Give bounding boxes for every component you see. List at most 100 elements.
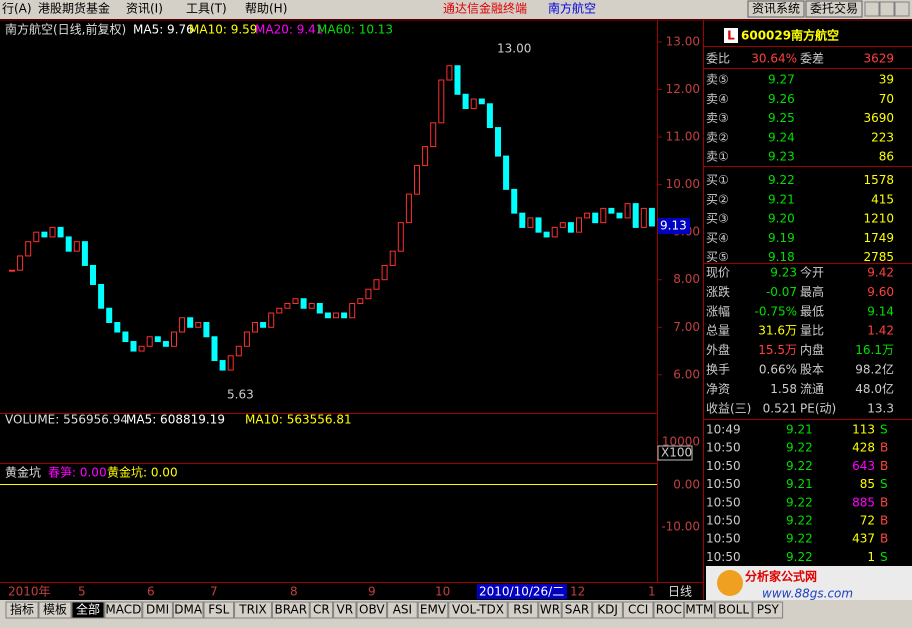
- tab[interactable]: [5, 601, 39, 619]
- candle: [41, 231, 48, 238]
- candle: [98, 283, 105, 309]
- tab[interactable]: [561, 601, 593, 619]
- tab[interactable]: [417, 601, 449, 619]
- stat-value: 15.5万: [758, 343, 797, 357]
- stat-label: 今开: [800, 265, 824, 280]
- stat-value: 0.66%: [759, 363, 797, 377]
- low-annotation: 5.63: [227, 388, 254, 402]
- candle: [252, 322, 258, 333]
- tab[interactable]: [203, 601, 235, 619]
- tab[interactable]: [71, 601, 105, 619]
- tab[interactable]: [333, 601, 357, 619]
- date-label: 6: [147, 585, 155, 599]
- tab-label: FSL: [208, 603, 229, 617]
- stat-label: 涨跌: [706, 284, 730, 299]
- book-volume: 3690: [863, 111, 894, 125]
- trade-volume: 85: [860, 477, 875, 491]
- candle: [503, 155, 510, 190]
- candle: [284, 302, 291, 309]
- tab[interactable]: [448, 601, 508, 619]
- menu-item[interactable]: 帮助(H): [245, 2, 287, 16]
- book-price: 9.25: [768, 111, 795, 125]
- tab[interactable]: [104, 601, 143, 619]
- candle: [17, 255, 24, 271]
- tab-label: 全部: [76, 602, 100, 617]
- candle: [73, 241, 80, 252]
- maximize-button[interactable]: [879, 1, 895, 17]
- candle: [511, 188, 518, 214]
- tab[interactable]: [234, 601, 272, 619]
- candle: [219, 360, 226, 371]
- date-label: 9: [368, 585, 376, 599]
- menu-button[interactable]: [805, 0, 863, 18]
- tab[interactable]: [271, 601, 310, 619]
- menu-item[interactable]: 资讯(I): [126, 2, 163, 16]
- tab[interactable]: [622, 601, 654, 619]
- tab[interactable]: [752, 601, 784, 619]
- tab[interactable]: [653, 601, 685, 619]
- candle: [535, 217, 542, 233]
- tab[interactable]: [172, 601, 204, 619]
- candle: [559, 222, 566, 228]
- book-volume: 415: [871, 192, 894, 206]
- tab[interactable]: [714, 601, 753, 619]
- frame: [0, 19, 912, 600]
- tab-label: EMV: [420, 603, 447, 617]
- date-label: 1: [648, 585, 656, 599]
- book-label: 卖②: [706, 130, 729, 144]
- tab[interactable]: [142, 601, 173, 619]
- badge-box: [724, 28, 738, 43]
- tab[interactable]: [592, 601, 623, 619]
- tab[interactable]: [38, 601, 72, 619]
- candle: [90, 264, 96, 285]
- candle: [405, 193, 412, 224]
- menu-item[interactable]: 行(A): [2, 2, 32, 16]
- date-label: 12: [570, 585, 585, 599]
- tab[interactable]: [356, 601, 388, 619]
- candle: [543, 231, 550, 238]
- tab-label: 模板: [43, 603, 67, 617]
- y-tick-label: 11.00: [666, 130, 700, 144]
- trade-volume: 72: [860, 514, 875, 528]
- volume-axis-label: 10000: [662, 435, 700, 449]
- stat-label: 最低: [800, 304, 824, 318]
- menu-item[interactable]: 工具(T): [186, 2, 227, 16]
- stat-value: 98.2亿: [855, 362, 894, 377]
- ma-label: MA60: 10.13: [317, 23, 393, 37]
- trade-volume: 113: [852, 423, 875, 437]
- candle: [640, 207, 647, 228]
- candle: [454, 65, 461, 95]
- candle: [389, 250, 396, 266]
- menu-item[interactable]: 港股期货基金: [38, 1, 110, 16]
- stat-value: 9.42: [867, 266, 894, 280]
- trade-time: 10:50: [706, 495, 741, 509]
- trade-price: 9.22: [786, 514, 813, 528]
- candle: [300, 298, 307, 309]
- ma-label: MA5: 9.76: [133, 23, 194, 37]
- minimize-button[interactable]: [864, 1, 880, 17]
- tab[interactable]: [538, 601, 562, 619]
- indicator-header: 黄金坑: 0.00: [107, 465, 178, 480]
- tab[interactable]: [507, 601, 539, 619]
- menu-bar: [0, 0, 912, 19]
- menu-button[interactable]: [747, 0, 805, 18]
- tab[interactable]: [387, 601, 418, 619]
- stat-value: -0.07: [766, 285, 797, 299]
- indicator-header: 春笋: 0.00: [48, 465, 107, 480]
- candle: [162, 341, 169, 347]
- tab[interactable]: [309, 601, 334, 619]
- close-button[interactable]: [894, 1, 910, 17]
- window-buttons: [864, 1, 910, 17]
- tab[interactable]: [684, 601, 715, 619]
- stat-label: 换手: [706, 363, 730, 377]
- candle: [430, 122, 437, 148]
- candle: [592, 212, 599, 224]
- candle: [357, 298, 364, 304]
- candle: [495, 127, 501, 157]
- tab-label: DMA: [174, 603, 203, 617]
- candle: [349, 302, 356, 319]
- volume-header: MA5: 608819.19: [126, 413, 225, 427]
- book-price: 9.22: [768, 173, 795, 187]
- stat-label: 净资: [706, 382, 730, 396]
- book-label: 买⑤: [706, 250, 729, 264]
